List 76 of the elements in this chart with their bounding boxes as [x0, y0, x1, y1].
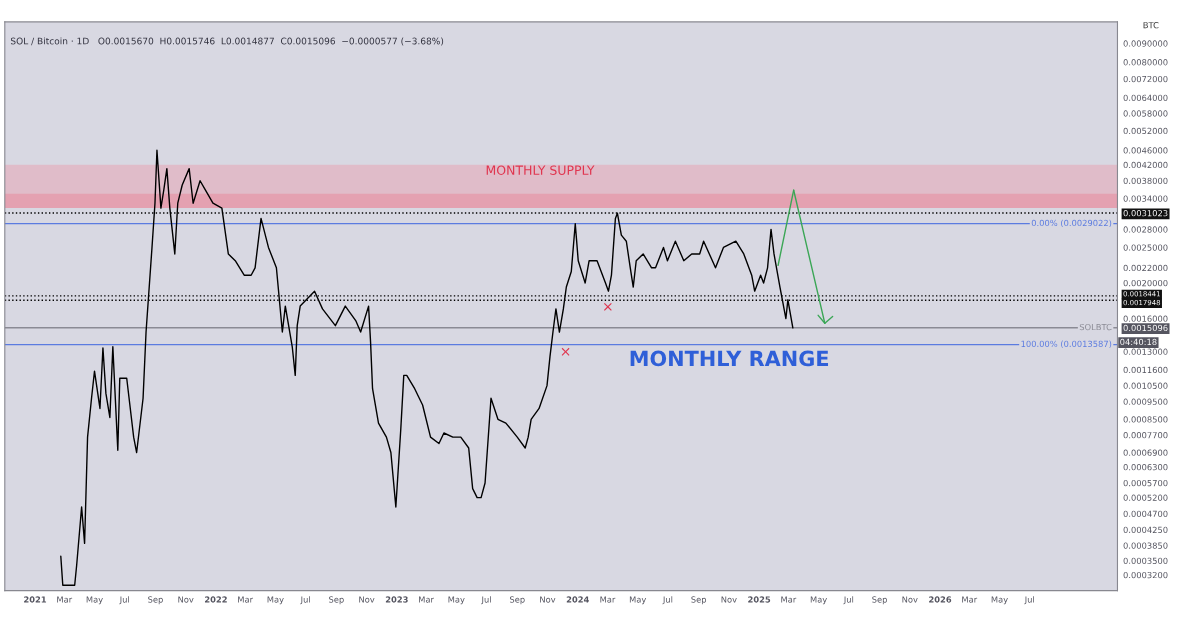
- y-axis-title: BTC: [1143, 22, 1159, 29]
- y-tick-label: 0.0006900: [1123, 449, 1168, 456]
- text: SOL / Bitcoin · 1D O0.0015670 H0.0015746 L0.0014877 C0.0015096 −0.0000577 (−3.68%): [10, 37, 444, 46]
- annotation: ×: [561, 347, 570, 356]
- x-tick-label: 2025: [748, 596, 771, 603]
- x-tick-label: May: [991, 596, 1008, 605]
- y-tick-label: 0.0031023: [1123, 210, 1168, 217]
- y-tick-label: 0.0020000: [1123, 279, 1168, 287]
- x-tick-label: Jul: [843, 596, 854, 605]
- x-tick-label: May: [267, 596, 284, 605]
- x-tick-label: Sep: [872, 596, 887, 605]
- x-tick-label: 2021: [24, 596, 47, 603]
- y-tick-label: 0.0010500: [1123, 382, 1168, 389]
- y-tick-label: 0.0090000: [1123, 40, 1168, 47]
- x-tick-label: 2026: [929, 596, 952, 603]
- x-tick-label: Jul: [119, 596, 129, 605]
- y-tick-label: 0.0016000: [1123, 315, 1168, 322]
- y-tick-label: 0.0004250: [1123, 526, 1168, 534]
- y-tick-label: 0.0046000: [1123, 147, 1168, 154]
- x-tick-label: 2024: [566, 596, 589, 603]
- y-tick-label: 0.0004700: [1123, 510, 1168, 517]
- x-tick-label: Jul: [481, 596, 491, 605]
- x-tick-label: Nov: [902, 596, 918, 603]
- x-tick-label: Nov: [721, 596, 737, 603]
- y-tick-label: 0.0072000: [1123, 75, 1168, 83]
- ref-line-label: 100.00% (0.0013587): [1021, 340, 1112, 348]
- ref-line-label: 0.00% (0.0029022): [1031, 219, 1112, 228]
- x-tick-label: Nov: [540, 596, 556, 603]
- y-tick-label: 0.0038000: [1123, 177, 1168, 185]
- x-tick-label: Jul: [662, 596, 673, 605]
- text: 04:40:18: [1120, 338, 1157, 346]
- x-tick-label: May: [810, 596, 827, 605]
- x-tick-label: Sep: [148, 596, 163, 605]
- ref-line-label: SOLBTC: [1079, 323, 1112, 331]
- y-tick-label: 0.0025000: [1123, 244, 1168, 251]
- y-tick-label: 0.0003850: [1123, 542, 1168, 549]
- y-tick-label: 0.0008500: [1123, 416, 1168, 423]
- y-tick-label: 0.0015096: [1123, 324, 1168, 332]
- y-tick-label: 0.0034000: [1123, 195, 1168, 202]
- x-tick-label: Nov: [178, 596, 194, 603]
- x-tick-label: Nov: [359, 596, 375, 603]
- x-tick-label: 2023: [385, 596, 408, 603]
- x-tick-label: Sep: [691, 596, 707, 605]
- y-tick-label: 0.0064000: [1123, 94, 1168, 101]
- x-tick-label: Jul: [1024, 596, 1034, 605]
- y-tick-label: 0.0011600: [1123, 366, 1168, 374]
- y-tick-label: 0.0013000: [1123, 348, 1168, 355]
- y-tick-label: 0.0003200: [1123, 571, 1168, 579]
- y-tick-label: 0.0022000: [1123, 264, 1168, 272]
- x-tick-label: Jul: [300, 596, 310, 605]
- x-tick-label: May: [448, 596, 465, 605]
- x-tick-label: May: [629, 596, 647, 605]
- x-tick-label: Sep: [329, 596, 344, 605]
- y-tick-label: 0.0042000: [1123, 161, 1168, 169]
- y-tick-label: 0.0006300: [1123, 464, 1168, 471]
- x-tick-label: May: [86, 596, 103, 605]
- x-tick-label: Mar: [419, 596, 434, 603]
- band-label: MONTHLY SUPPLY: [486, 165, 595, 175]
- y-tick-label: 0.0058000: [1123, 110, 1168, 117]
- y-tick-label: 0.0003500: [1123, 557, 1168, 564]
- y-tick-label: 0.0028000: [1123, 226, 1168, 233]
- y-tick-label: 0.0005200: [1123, 494, 1168, 501]
- y-tick-label: 0.0009500: [1123, 398, 1168, 405]
- y-tick-label: 0.0052000: [1123, 127, 1168, 135]
- x-tick-label: Sep: [509, 596, 525, 605]
- x-tick-label: Mar: [962, 596, 978, 603]
- annotation: MONTHLY RANGE: [630, 350, 829, 367]
- x-tick-label: Mar: [600, 596, 616, 603]
- x-tick-label: Mar: [238, 596, 254, 603]
- x-tick-label: Mar: [57, 596, 73, 603]
- x-tick-label: 2022: [204, 596, 227, 603]
- y-tick-label: 0.0005700: [1123, 479, 1168, 487]
- y-tick-label: 0.0007700: [1123, 432, 1168, 439]
- x-tick-label: Mar: [781, 596, 797, 603]
- y-tick-label: 0.0080000: [1123, 59, 1168, 66]
- annotation: ×: [603, 302, 612, 311]
